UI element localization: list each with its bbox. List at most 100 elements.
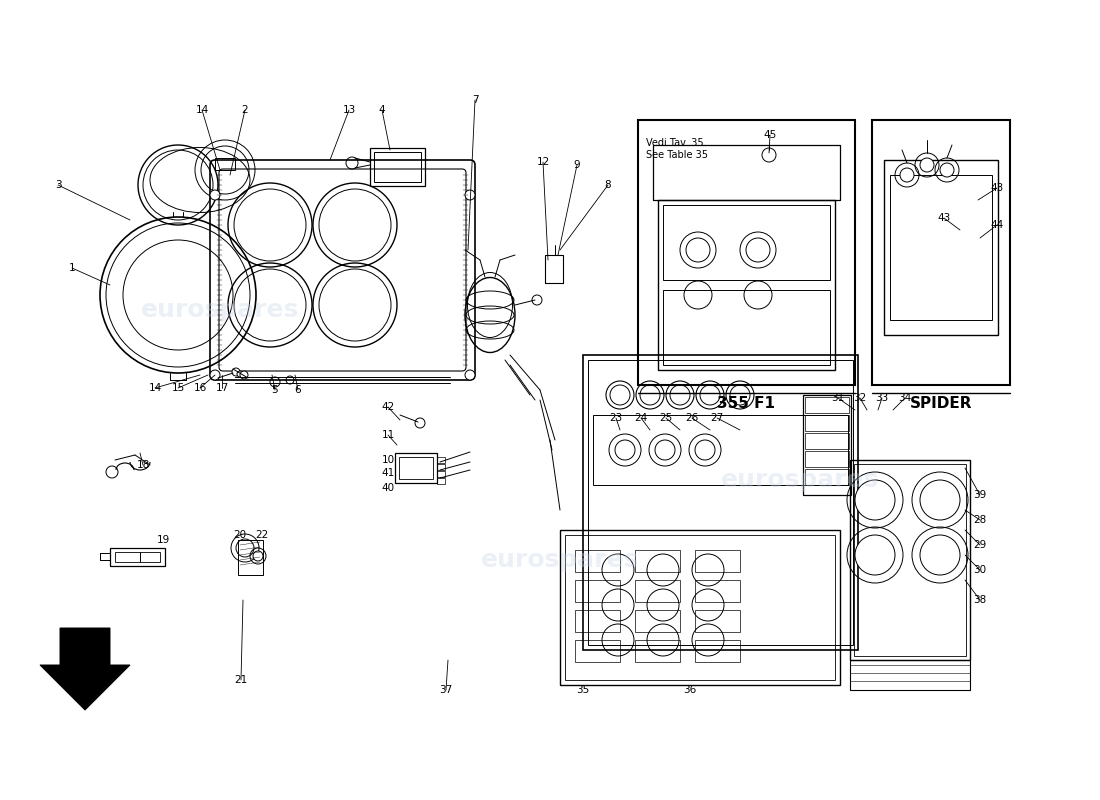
- Text: 13: 13: [342, 105, 355, 115]
- Text: 38: 38: [974, 595, 987, 605]
- Bar: [116, 552, 140, 562]
- Text: 30: 30: [974, 565, 987, 575]
- Bar: [437, 457, 446, 463]
- Circle shape: [762, 148, 776, 162]
- Text: 2: 2: [242, 105, 249, 115]
- Text: 45: 45: [763, 130, 777, 140]
- Circle shape: [940, 163, 954, 177]
- Circle shape: [210, 190, 220, 200]
- Bar: [805, 433, 849, 449]
- Text: 15: 15: [172, 383, 185, 393]
- Text: 355 F1: 355 F1: [717, 395, 776, 410]
- Bar: [850, 660, 970, 690]
- Text: Vedi Tav. 35
See Table 35: Vedi Tav. 35 See Table 35: [646, 138, 708, 160]
- Bar: [872, 120, 1010, 385]
- Text: 4: 4: [378, 105, 385, 115]
- Text: 16: 16: [194, 383, 207, 393]
- Text: 29: 29: [974, 540, 987, 550]
- Circle shape: [240, 371, 248, 379]
- Text: 1: 1: [68, 263, 75, 273]
- Circle shape: [236, 371, 243, 377]
- Text: SPIDER: SPIDER: [910, 395, 972, 410]
- Bar: [593, 415, 848, 485]
- Bar: [214, 158, 235, 170]
- Bar: [695, 550, 740, 572]
- Text: 14: 14: [196, 105, 209, 115]
- Text: 8: 8: [605, 180, 612, 190]
- Circle shape: [253, 551, 263, 561]
- Text: 34: 34: [899, 393, 912, 403]
- Circle shape: [920, 480, 960, 520]
- Bar: [560, 530, 840, 685]
- Circle shape: [920, 158, 934, 172]
- Bar: [658, 200, 835, 370]
- Bar: [635, 580, 680, 602]
- Bar: [437, 464, 446, 470]
- Bar: [805, 469, 849, 485]
- Bar: [565, 535, 835, 680]
- Bar: [635, 550, 680, 572]
- Text: 10: 10: [382, 455, 395, 465]
- Polygon shape: [40, 628, 130, 710]
- Bar: [890, 175, 992, 320]
- Text: 17: 17: [216, 383, 229, 393]
- Circle shape: [654, 440, 675, 460]
- Text: eurospares: eurospares: [141, 298, 299, 322]
- Circle shape: [465, 370, 475, 380]
- Bar: [399, 457, 433, 479]
- Bar: [437, 471, 446, 477]
- Bar: [370, 148, 425, 186]
- Text: 6: 6: [295, 385, 301, 395]
- Bar: [575, 640, 620, 662]
- Text: 20: 20: [233, 530, 246, 540]
- Bar: [663, 290, 830, 365]
- Text: 32: 32: [854, 393, 867, 403]
- Bar: [805, 397, 849, 413]
- Bar: [805, 415, 849, 431]
- Text: 26: 26: [685, 413, 698, 423]
- Text: 11: 11: [382, 430, 395, 440]
- Bar: [575, 610, 620, 632]
- Text: 24: 24: [635, 413, 648, 423]
- Text: 36: 36: [683, 685, 696, 695]
- Text: 21: 21: [234, 675, 248, 685]
- Bar: [854, 464, 966, 656]
- Bar: [635, 640, 680, 662]
- Text: 23: 23: [609, 413, 623, 423]
- Bar: [663, 205, 830, 280]
- Text: 39: 39: [974, 490, 987, 500]
- Bar: [695, 610, 740, 632]
- Text: 7: 7: [472, 95, 478, 105]
- Text: 12: 12: [537, 157, 550, 167]
- Circle shape: [210, 370, 220, 380]
- Bar: [653, 145, 840, 200]
- Text: 35: 35: [576, 685, 590, 695]
- Bar: [805, 451, 849, 467]
- Text: 42: 42: [382, 402, 395, 412]
- Circle shape: [855, 535, 895, 575]
- Circle shape: [415, 418, 425, 428]
- Text: 31: 31: [832, 393, 845, 403]
- Bar: [544, 255, 563, 283]
- Bar: [575, 580, 620, 602]
- Circle shape: [695, 440, 715, 460]
- Text: 37: 37: [439, 685, 452, 695]
- Text: eurospares: eurospares: [720, 468, 879, 492]
- Text: 3: 3: [55, 180, 62, 190]
- Circle shape: [920, 535, 960, 575]
- Bar: [884, 160, 998, 335]
- Bar: [583, 355, 858, 650]
- Text: 44: 44: [990, 220, 1003, 230]
- Bar: [850, 460, 970, 660]
- Text: 41: 41: [382, 468, 395, 478]
- Bar: [635, 610, 680, 632]
- Circle shape: [900, 168, 914, 182]
- Circle shape: [232, 368, 240, 376]
- Bar: [238, 540, 263, 575]
- Circle shape: [686, 238, 710, 262]
- Bar: [110, 548, 165, 566]
- Text: 18: 18: [136, 460, 150, 470]
- Text: 19: 19: [156, 535, 169, 545]
- Bar: [437, 478, 446, 484]
- Text: 22: 22: [255, 530, 268, 540]
